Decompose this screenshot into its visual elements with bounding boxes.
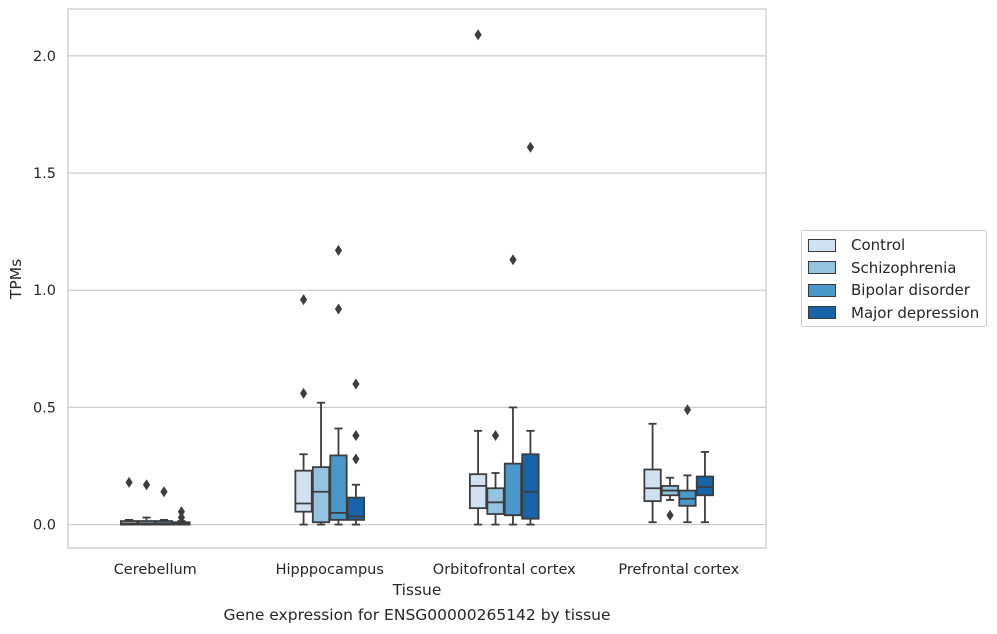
outlier-point [125,476,133,488]
outlier-point [299,294,308,306]
outlier-point [509,254,517,266]
outlier-point [526,141,535,153]
x-axis-ticks: Cerebellum Hipppocampus Orbitofrontal cort… [114,562,740,578]
legend-label: Major depression [851,303,980,322]
box-control [294,294,313,526]
legend-item: Schizophrenia [802,257,986,280]
box-iqr [468,473,488,510]
x-tick-label: Cerebellum [114,562,197,578]
box-schizophrenia [660,476,680,521]
x-axis-label: Tissue [392,581,442,599]
box-control [468,29,488,526]
legend-swatch [808,306,836,320]
box-bipolar-disorder [678,404,697,524]
box-control [643,422,662,524]
box-schizophrenia [486,430,505,526]
legend-item: Major depression [802,302,986,325]
box-bipolar-disorder [154,486,174,526]
box-series [119,29,715,526]
grid-lines [68,55,766,526]
legend-swatch [808,238,836,252]
outlier-point [177,506,186,518]
outlier-point [474,29,482,41]
plot-area-frame [67,8,767,549]
outlier-point [666,509,674,521]
outlier-point [334,303,343,315]
box-iqr [311,466,331,524]
y-tick-label: 0.0 [33,518,56,534]
box-iqr [695,475,715,497]
box-schizophrenia [137,479,156,526]
outlier-point [683,404,692,416]
figure-caption: Gene expression for ENSG00000265142 by t… [223,606,611,624]
outlier-point [352,378,360,390]
legend-item: Control [802,234,986,257]
box-bipolar-disorder [503,254,523,526]
legend: Control Schizophrenia Bipolar disorder Majo… [801,230,987,327]
y-tick-label: 2.0 [33,49,56,65]
box-iqr [329,454,348,521]
box-major-depression [172,506,191,526]
box-major-depression [521,141,540,526]
box-iqr [346,496,366,521]
legend-swatch [808,283,836,297]
outlier-point [177,512,186,524]
outlier-point [299,387,308,399]
y-axis-ticks: 0.0 0.5 1.0 1.5 2.0 [33,49,56,534]
outlier-point [142,479,151,491]
box-iqr [521,453,540,520]
y-axis-label: TPMs [7,259,25,300]
y-tick-label: 0.5 [33,400,56,416]
outlier-point [352,430,360,442]
box-control [119,476,139,526]
box-major-depression [346,378,366,526]
outlier-point [352,453,360,465]
y-tick-label: 1.0 [33,283,56,299]
legend-label: Bipolar disorder [851,281,970,300]
x-tick-label: Hipppocampus [276,562,384,578]
box-iqr [503,462,523,517]
legend-swatch [808,261,836,275]
legend-label: Schizophrenia [851,258,957,277]
box-iqr [486,487,505,515]
legend-item: Bipolar disorder [802,279,986,302]
box-iqr [294,469,313,513]
box-bipolar-disorder [329,244,348,526]
x-tick-label: Orbitofrontal cortex [433,562,576,578]
box-iqr [643,468,662,503]
x-tick-label: Prefrontal cortex [618,562,739,578]
y-tick-label: 1.5 [33,166,56,182]
outlier-point [491,430,500,442]
box-schizophrenia [311,401,331,526]
outlier-point [160,486,168,498]
legend-label: Control [851,236,906,255]
box-major-depression [695,451,715,524]
outlier-point [334,244,343,256]
